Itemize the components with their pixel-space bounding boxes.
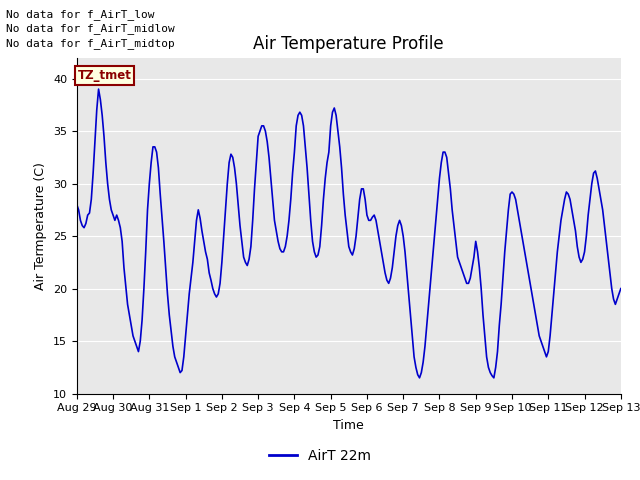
Y-axis label: Air Termperature (C): Air Termperature (C) <box>35 162 47 289</box>
Text: No data for f_AirT_low: No data for f_AirT_low <box>6 9 155 20</box>
Legend: AirT 22m: AirT 22m <box>264 443 376 468</box>
Title: Air Temperature Profile: Air Temperature Profile <box>253 35 444 53</box>
Text: No data for f_AirT_midlow: No data for f_AirT_midlow <box>6 23 175 34</box>
X-axis label: Time: Time <box>333 419 364 432</box>
Text: No data for f_AirT_midtop: No data for f_AirT_midtop <box>6 37 175 48</box>
Text: TZ_tmet: TZ_tmet <box>77 69 131 82</box>
